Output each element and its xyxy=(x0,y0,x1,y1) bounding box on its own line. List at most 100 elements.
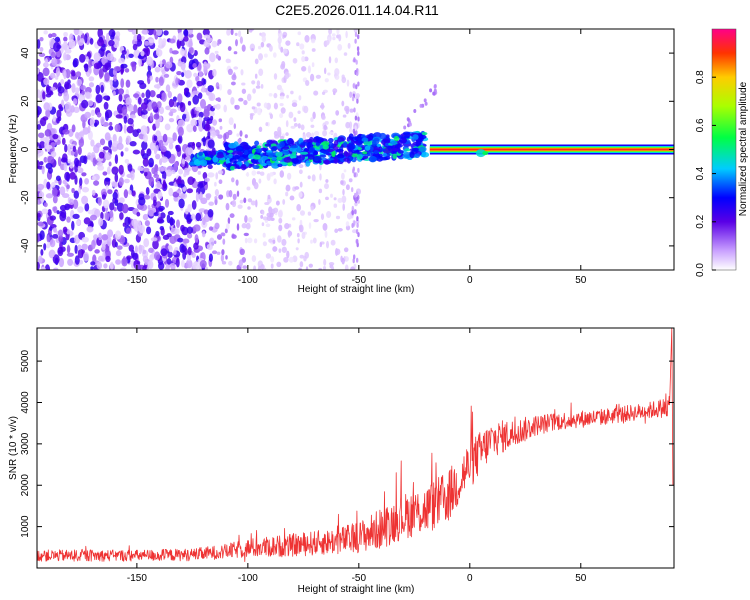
colorbar-ticks: 0.0 0.2 0.4 0.6 0.8 xyxy=(695,70,716,277)
noise-stripe-blob xyxy=(357,50,360,56)
noise-blob xyxy=(41,266,46,270)
noise-blob xyxy=(51,128,57,136)
noise-blob xyxy=(211,250,218,255)
noise-blob xyxy=(164,123,171,131)
noise-blob xyxy=(269,212,274,218)
noise-blob xyxy=(245,173,250,177)
noise-blob xyxy=(165,61,173,69)
noise-blob xyxy=(91,239,96,250)
noise-blob xyxy=(92,157,97,167)
noise-blob xyxy=(41,208,49,215)
noise-blob xyxy=(283,34,287,38)
noise-blob xyxy=(144,220,150,227)
noise-stripe-blob xyxy=(356,257,359,263)
noise-blob xyxy=(318,198,321,206)
noise-blob xyxy=(343,169,347,173)
noise-blob xyxy=(304,56,309,62)
noise-blob xyxy=(345,221,350,227)
noise-blob xyxy=(260,264,265,270)
x-tick-label: -100 xyxy=(238,573,258,584)
noise-blob xyxy=(239,248,245,256)
noise-blob xyxy=(262,232,266,238)
noise-blob xyxy=(195,141,202,148)
noise-blob xyxy=(187,246,192,256)
noise-blob xyxy=(258,126,263,133)
noise-blob xyxy=(300,124,305,131)
noise-blob xyxy=(279,170,285,178)
noise-blob xyxy=(72,59,78,68)
noise-blob xyxy=(226,29,231,36)
noise-blob xyxy=(199,98,207,109)
spectrogram-x-axis-label: Height of straight line (km) xyxy=(298,284,415,295)
noise-blob xyxy=(299,219,303,227)
noise-blob xyxy=(207,85,215,93)
noise-blob xyxy=(43,156,48,163)
noise-blob xyxy=(214,181,217,187)
signal-blob xyxy=(256,145,262,149)
signal-blob xyxy=(275,156,283,161)
noise-blob xyxy=(258,68,264,76)
signal-blob xyxy=(415,139,422,146)
noise-blob xyxy=(273,130,278,137)
noise-blob xyxy=(288,256,294,263)
noise-blob xyxy=(303,255,307,262)
noise-blob xyxy=(347,42,351,49)
noise-blob xyxy=(332,36,336,41)
noise-blob xyxy=(124,147,129,152)
snr-y-axis-label: SNR (10 * v/v) xyxy=(8,416,19,480)
noise-blob xyxy=(153,199,157,207)
noise-blob xyxy=(136,128,141,133)
noise-blob xyxy=(261,35,266,43)
signal-blob xyxy=(421,131,428,136)
noise-blob xyxy=(55,67,61,77)
noise-blob xyxy=(253,182,259,190)
noise-blob xyxy=(230,29,234,36)
noise-blob xyxy=(104,211,110,221)
streak-blob xyxy=(432,91,436,96)
noise-blob xyxy=(109,261,114,270)
signal-blob xyxy=(414,153,420,159)
noise-blob xyxy=(168,142,174,150)
signal-blob xyxy=(373,137,380,145)
noise-blob xyxy=(100,211,104,220)
noise-blob xyxy=(299,43,305,50)
noise-blob xyxy=(221,249,225,256)
noise-blob xyxy=(108,125,114,131)
noise-blob xyxy=(88,67,92,75)
noise-blob xyxy=(348,178,353,183)
noise-blob xyxy=(57,156,62,167)
noise-blob xyxy=(39,37,44,42)
noise-blob xyxy=(240,69,244,76)
tone-line-core xyxy=(429,148,674,151)
noise-blob xyxy=(104,132,111,141)
noise-blob xyxy=(149,75,153,81)
noise-blob xyxy=(241,82,246,86)
noise-blob xyxy=(312,111,316,120)
noise-blob xyxy=(132,149,141,155)
noise-blob xyxy=(235,39,238,47)
signal-blob xyxy=(401,137,407,144)
colorbar-tick-label: 0.6 xyxy=(695,118,706,132)
noise-blob xyxy=(97,196,102,206)
noise-blob xyxy=(153,212,159,217)
noise-blob xyxy=(234,104,240,110)
signal-blob xyxy=(240,163,247,171)
noise-stripe-blob xyxy=(356,71,359,77)
noise-blob xyxy=(221,261,227,265)
noise-blob xyxy=(149,112,154,122)
noise-blob xyxy=(98,151,105,159)
noise-blob xyxy=(218,83,223,91)
noise-blob xyxy=(66,172,70,182)
noise-blob xyxy=(127,117,134,125)
noise-blob xyxy=(45,108,51,118)
noise-blob xyxy=(105,32,110,43)
noise-blob xyxy=(162,170,167,181)
noise-blob xyxy=(202,171,208,180)
noise-blob xyxy=(37,132,45,139)
spectrogram-y-axis-label: Frequency (Hz) xyxy=(8,115,19,184)
noise-blob xyxy=(113,65,122,72)
noise-blob xyxy=(50,249,55,258)
noise-blob xyxy=(188,46,194,54)
noise-blob xyxy=(42,91,46,100)
noise-blob xyxy=(155,118,160,129)
